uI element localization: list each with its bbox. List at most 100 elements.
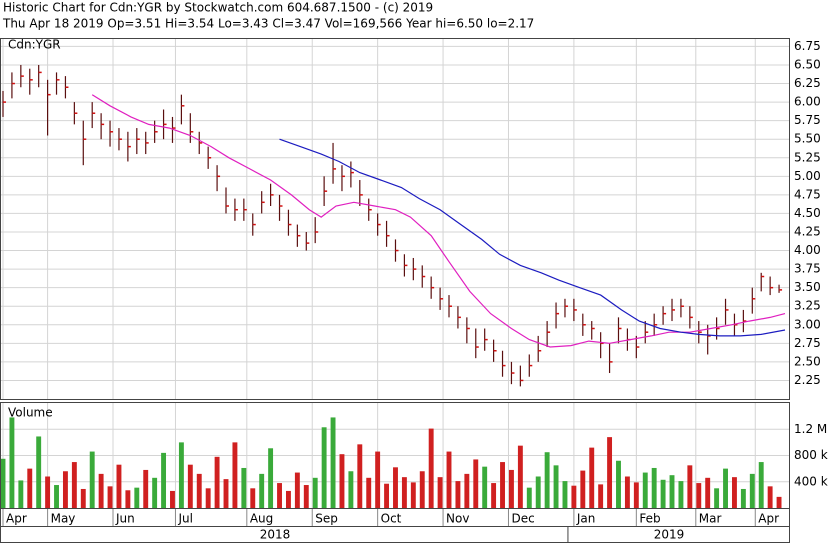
volume-bar	[401, 477, 407, 508]
volume-bar	[651, 467, 657, 508]
volume-bar	[562, 481, 568, 508]
volume-bar	[89, 451, 95, 508]
volume-bar	[714, 488, 720, 508]
volume-label: Volume	[8, 406, 53, 420]
plot-area: 2.25 2.50 2.75 3.00 3.25 3.50 3.75 4.00 4.25 4.50…	[0, 39, 828, 543]
y-tick-label: 6.00	[794, 95, 821, 109]
moving-average	[91, 94, 786, 348]
y-tick-label: 400 k	[794, 474, 828, 488]
year-label: 2018	[260, 528, 291, 542]
y-tick-label: 800 k	[794, 448, 828, 462]
volume-bar	[54, 485, 59, 508]
y-tick-label: 1.2 M	[794, 422, 827, 436]
volume-bar	[616, 460, 621, 508]
volume-bar	[678, 481, 684, 508]
volume-bar	[633, 482, 639, 508]
volume-bar	[134, 487, 140, 508]
volume-bar	[731, 477, 737, 508]
volume-bar	[419, 471, 425, 508]
volume-bar	[642, 472, 648, 508]
volume-bar	[598, 484, 604, 508]
volume-bar	[428, 428, 434, 508]
y-tick-label: 6.50	[794, 57, 821, 71]
volume-bar	[330, 417, 336, 508]
price-panel-frame	[0, 38, 790, 400]
volume-bar	[473, 459, 479, 508]
volume-bar	[303, 485, 309, 508]
volume-bar	[455, 481, 461, 508]
volume-bar	[687, 465, 693, 508]
volume-bar	[241, 467, 247, 508]
y-tick-label: 4.25	[794, 224, 821, 238]
volume-bar	[660, 479, 666, 508]
y-tick-label: 6.75	[794, 39, 821, 53]
volume-bar	[357, 444, 363, 508]
volume-bar	[312, 477, 318, 508]
volume-bar	[446, 451, 452, 508]
y-tick-label: 4.00	[794, 243, 821, 257]
volume-bar	[544, 452, 550, 508]
volume-bar	[464, 473, 470, 508]
volume-bar	[161, 452, 167, 508]
year-label: 2019	[654, 528, 685, 542]
volume-bar	[384, 483, 390, 508]
y-tick-label: 4.50	[794, 206, 821, 220]
y-tick-label: 2.50	[794, 354, 821, 368]
volume-bar	[45, 476, 51, 508]
volume-bar	[705, 477, 711, 508]
x-tick-label: Apr	[758, 512, 779, 526]
volume-bar	[571, 485, 577, 508]
x-tick-label: Jun	[115, 512, 135, 526]
volume-bar	[410, 482, 416, 508]
volume-bar	[294, 472, 300, 508]
volume-bar	[107, 486, 113, 508]
y-tick-label: 5.25	[794, 150, 821, 164]
volume-bar	[375, 451, 381, 508]
volume-bar	[259, 473, 265, 508]
volume-bar	[517, 445, 523, 508]
volume-bar	[669, 475, 675, 508]
volume-bar	[268, 448, 274, 508]
volume-bar	[170, 490, 175, 508]
y-tick-label: 4.75	[794, 187, 821, 201]
volume-bar	[758, 462, 764, 508]
volume-bar	[250, 488, 256, 508]
x-tick-label: Nov	[446, 512, 469, 526]
volume-bar	[62, 471, 68, 508]
x-tick-label: Oct	[381, 512, 402, 526]
volume-bar	[526, 487, 532, 508]
volume-bar	[740, 488, 746, 508]
volume-bar	[178, 442, 184, 508]
volume-bar	[589, 447, 595, 508]
volume-bar	[767, 486, 773, 508]
x-tick-label: Aug	[250, 512, 273, 526]
volume-bar	[723, 468, 728, 508]
volume-bar	[339, 454, 345, 508]
volume-bar	[553, 465, 559, 508]
volume-bar	[80, 488, 86, 508]
moving-average	[279, 138, 786, 337]
volume-bar	[232, 442, 238, 508]
volume-bar	[36, 436, 42, 508]
volume-bar	[187, 464, 193, 508]
y-tick-label: 3.50	[794, 280, 821, 294]
volume-bar	[71, 462, 77, 508]
y-tick-label: 3.00	[794, 317, 821, 331]
x-tick-label: Jan	[576, 512, 596, 526]
volume-bar	[535, 476, 541, 508]
x-tick-label: Jul	[177, 512, 192, 526]
volume-bar	[393, 467, 398, 508]
volume-bar	[143, 469, 149, 508]
x-tick-label: Apr	[6, 512, 27, 526]
y-tick-label: 3.25	[794, 299, 821, 313]
volume-bar	[348, 471, 354, 508]
x-tick-label: May	[51, 512, 76, 526]
volume-bar	[776, 496, 782, 508]
volume-bar	[482, 466, 488, 508]
volume-bar	[624, 476, 630, 508]
symbol-label: Cdn:YGR	[8, 38, 61, 52]
volume-bar	[0, 458, 6, 508]
y-tick-label: 2.75	[794, 336, 821, 350]
